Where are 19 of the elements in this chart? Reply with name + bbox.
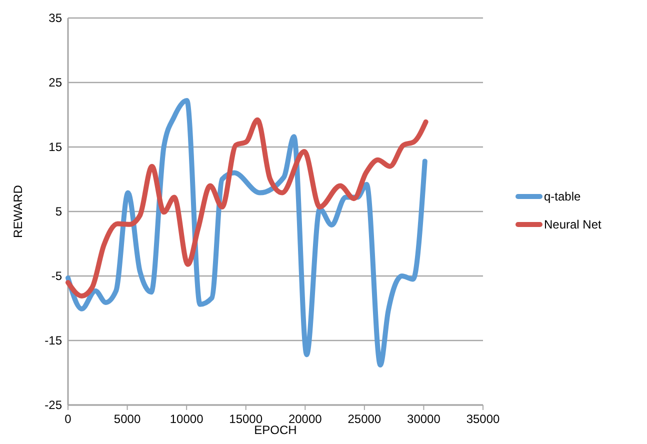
y-axis-title: REWARD xyxy=(11,184,25,238)
y-tick-label: -15 xyxy=(44,334,62,348)
x-tick-label: 10000 xyxy=(170,412,204,426)
x-axis-title: EPOCH xyxy=(254,423,297,437)
y-tick-label: 35 xyxy=(48,11,62,25)
x-tick-label: 20000 xyxy=(288,412,322,426)
x-tick-label: 5000 xyxy=(114,412,141,426)
x-tick-label: 15000 xyxy=(229,412,263,426)
y-tick-label: -25 xyxy=(44,398,62,412)
x-tick-label: 25000 xyxy=(348,412,382,426)
y-tick-label: 15 xyxy=(48,140,62,154)
legend-label: q-table xyxy=(544,190,582,204)
x-tick-label: 30000 xyxy=(407,412,441,426)
y-tick-label: -5 xyxy=(51,269,62,283)
x-tick-label: 0 xyxy=(64,412,72,426)
x-tick-label: 35000 xyxy=(466,412,500,426)
y-tick-label: 5 xyxy=(55,204,62,218)
legend-label: Neural Net xyxy=(544,218,602,232)
y-tick-label: 25 xyxy=(48,76,62,90)
